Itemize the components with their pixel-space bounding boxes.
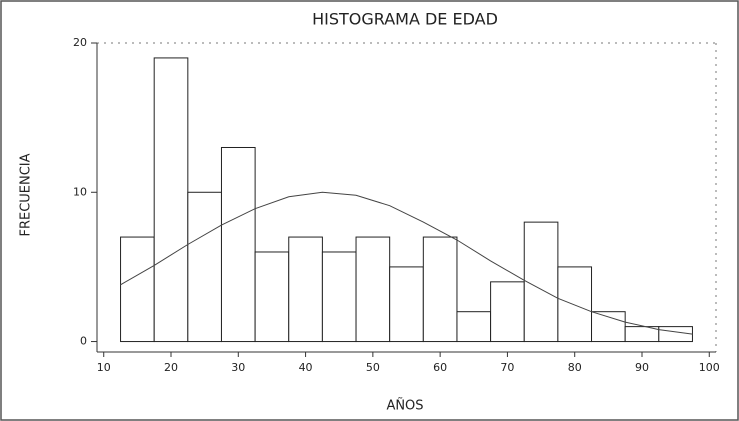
bar (120, 236, 155, 343)
normal-curve (120, 191, 693, 335)
x-tick-label: 30 (231, 361, 245, 374)
x-tick-label: 40 (299, 361, 313, 374)
bar (254, 251, 290, 343)
y-tick-label: 10 (73, 185, 87, 198)
bar (422, 236, 458, 343)
bar (523, 221, 559, 343)
x-tick-label: 60 (433, 361, 447, 374)
x-tick-label: 20 (164, 361, 178, 374)
bar (490, 281, 525, 343)
y-axis-label: FRECUENCIA (19, 153, 34, 236)
bar (591, 311, 626, 343)
bar (355, 236, 391, 343)
bar (321, 251, 357, 343)
x-tick-label: 90 (635, 361, 649, 374)
x-tick-label: 10 (97, 361, 111, 374)
x-tick-label: 80 (568, 361, 582, 374)
bar (658, 326, 693, 343)
bar (187, 191, 222, 343)
y-tick-label: 20 (73, 36, 87, 49)
x-tick-label: 70 (500, 361, 514, 374)
bar (153, 57, 189, 343)
bar (456, 311, 492, 343)
x-axis-label: AÑOS (386, 398, 423, 414)
x-tick-label: 100 (699, 361, 720, 374)
x-tick-label: 50 (366, 361, 380, 374)
chart-title: HISTOGRAMA DE EDAD (312, 10, 498, 29)
y-tick-label: 0 (80, 335, 87, 348)
bar (220, 146, 256, 343)
bar (288, 236, 323, 343)
bar (557, 266, 593, 343)
bar (389, 266, 424, 343)
